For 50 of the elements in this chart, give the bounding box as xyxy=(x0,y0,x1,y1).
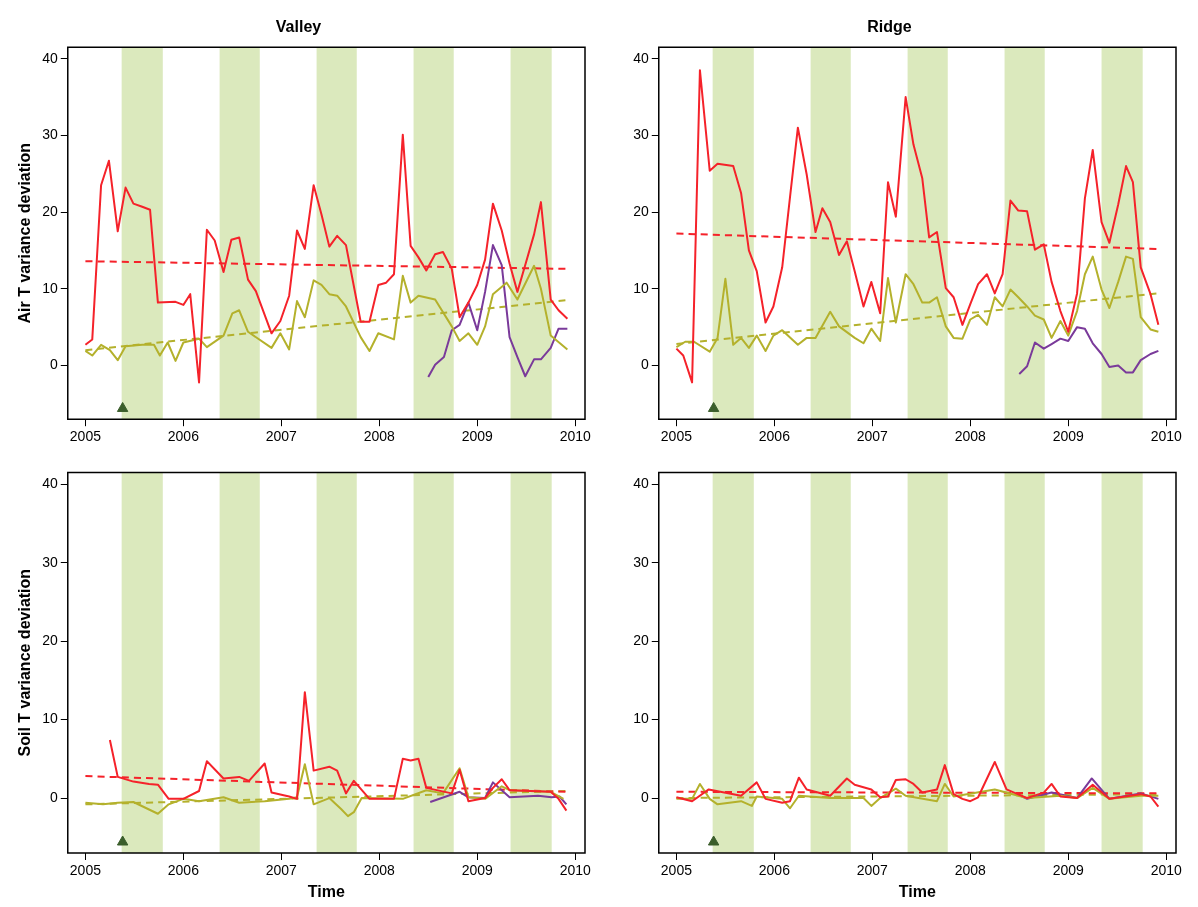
y-tick-label: 40 xyxy=(633,49,649,66)
y-axis-title: Air T variance deviation xyxy=(16,142,34,324)
y-tick-label: 30 xyxy=(42,553,58,570)
y-tick-label: 30 xyxy=(633,126,649,143)
y-tick-label: 10 xyxy=(633,279,649,296)
y-tick-label: 10 xyxy=(42,279,58,296)
y-tick-label: 20 xyxy=(633,631,649,648)
y-axis-title: Soil T variance deviation xyxy=(16,568,34,757)
x-tick-label: 2010 xyxy=(1150,862,1182,879)
y-tick-label: 0 xyxy=(640,356,649,373)
x-tick-label: 2009 xyxy=(1052,862,1085,879)
x-tick-label: 2010 xyxy=(559,428,591,445)
y-tick-label: 40 xyxy=(42,475,58,492)
x-tick-label: 2006 xyxy=(758,428,791,445)
y-tick-label: 0 xyxy=(640,788,649,805)
x-axis-title: Time xyxy=(307,882,346,900)
x-tick-label: 2005 xyxy=(69,862,102,879)
x-tick-label: 2006 xyxy=(758,862,791,879)
x-tick-label: 2009 xyxy=(1052,428,1085,445)
y-tick-label: 0 xyxy=(49,356,58,373)
y-tick-label: 30 xyxy=(42,126,58,143)
x-tick-label: 2007 xyxy=(265,428,298,445)
y-tick-label: 40 xyxy=(42,49,58,66)
chart-title: Valley xyxy=(275,18,322,36)
y-tick-label: 20 xyxy=(42,631,58,648)
y-tick-label: 10 xyxy=(633,710,649,727)
x-tick-label: 2007 xyxy=(856,428,889,445)
y-tick-label: 0 xyxy=(49,788,58,805)
x-tick-label: 2010 xyxy=(559,862,591,879)
x-tick-label: 2008 xyxy=(363,862,396,879)
x-axis-title: Time xyxy=(898,882,937,900)
x-tick-label: 2008 xyxy=(954,428,987,445)
x-tick-label: 2009 xyxy=(461,428,494,445)
x-tick-label: 2010 xyxy=(1150,428,1182,445)
y-tick-label: 20 xyxy=(633,202,649,219)
y-tick-label: 10 xyxy=(42,710,58,727)
x-tick-label: 2005 xyxy=(660,428,693,445)
x-tick-label: 2008 xyxy=(363,428,396,445)
x-tick-label: 2008 xyxy=(954,862,987,879)
x-tick-label: 2005 xyxy=(660,862,693,879)
chart-title: Ridge xyxy=(867,18,912,36)
x-tick-label: 2007 xyxy=(265,862,298,879)
x-tick-label: 2006 xyxy=(167,862,200,879)
x-tick-label: 2009 xyxy=(461,862,494,879)
y-tick-label: 30 xyxy=(633,553,649,570)
x-tick-label: 2006 xyxy=(167,428,200,445)
x-tick-label: 2005 xyxy=(69,428,102,445)
y-tick-label: 40 xyxy=(633,475,649,492)
y-tick-label: 20 xyxy=(42,202,58,219)
x-tick-label: 2007 xyxy=(856,862,889,879)
